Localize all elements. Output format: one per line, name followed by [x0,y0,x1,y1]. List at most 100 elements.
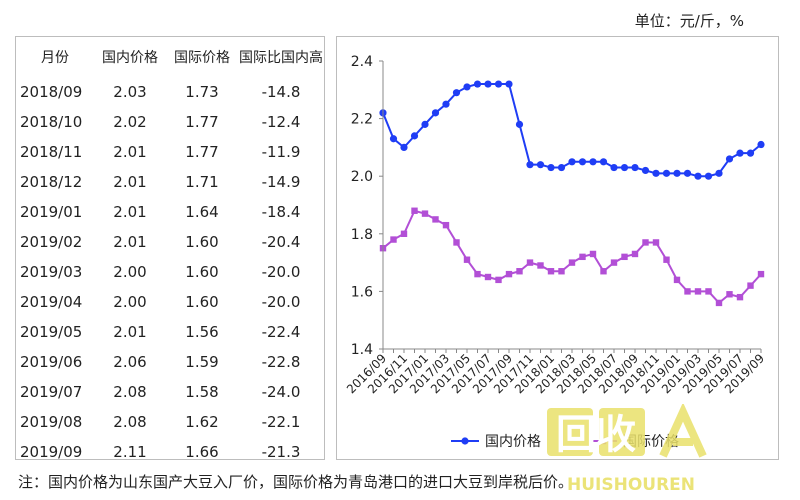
domestic-price-point [631,163,639,172]
domestic-price-point [526,161,534,169]
cell-international-price: 1.73 [185,83,219,101]
domestic-price-point [589,158,597,166]
cell-month: 2019/08 [20,413,83,431]
domestic-price-point [442,100,450,108]
domestic-price-point [725,155,734,163]
cell-month: 2019/02 [20,233,83,251]
international-price-point [484,273,492,281]
cell-month: 2018/12 [20,173,83,191]
cell-international-price: 1.60 [185,233,219,251]
domestic-price-point [515,120,524,128]
international-price-point [558,268,565,275]
table-row: 2019/02 2.01 1.60 -20.4 [16,227,324,257]
domestic-price-point [431,109,440,117]
watermark-logo: 回收 HUISHOUREN [547,404,707,495]
domestic-price-point [610,163,618,172]
domestic-price-point [641,166,650,175]
international-price-point [390,236,397,243]
cell-international-price: 1.56 [185,323,219,341]
cell-international-price: 1.60 [185,263,219,281]
cell-month: 2019/09 [20,443,83,461]
cell-intl-vs-domestic: -14.8 [261,83,301,101]
international-price-point [442,221,450,229]
watermark-block-2 [599,408,645,456]
international-price-point [663,256,670,263]
domestic-price-point [673,169,681,177]
domestic-price-point [557,163,566,172]
international-price-point [694,288,702,295]
table-row: 2019/08 2.08 1.62 -22.1 [16,407,324,437]
price-table: 月份 国内价格 国际价格 国际比国内高 2018/09 2.03 1.73 -14.8… [16,37,324,467]
cell-domestic-price: 2.00 [113,293,147,311]
international-price-point [421,210,429,217]
cell-international-price: 1.77 [185,143,219,161]
international-price-point [736,293,744,301]
cell-domestic-price: 2.00 [113,263,147,281]
table-row: 2019/05 2.01 1.56 -22.4 [16,317,324,347]
domestic-price-point [736,149,744,157]
international-price-line [382,209,762,305]
cell-international-price: 1.62 [185,413,219,431]
international-price-point [453,239,460,246]
cell-month: 2019/06 [20,353,83,371]
international-price-point [600,268,607,275]
legend-domestic-marker [461,437,469,445]
cell-domestic-price: 2.01 [113,323,147,341]
y-tick-label: 1.4 [351,342,373,358]
cell-intl-vs-domestic: -11.9 [261,143,301,161]
cell-month: 2018/09 [20,83,83,101]
international-price-point [610,259,618,266]
domestic-price-point [704,172,713,180]
cell-month: 2019/03 [20,263,83,281]
cell-month: 2019/05 [20,323,83,341]
cell-month: 2019/07 [20,383,83,401]
domestic-price-point [400,143,408,151]
international-price-point [568,259,576,266]
international-price-point [621,253,628,261]
table-row: 2019/04 2.00 1.60 -20.0 [16,287,324,317]
footnote: 注：国内价格为山东国产大豆入厂价，国际价格为青岛港口的进口大豆到岸税后价。 [18,473,574,491]
header-intl-vs-domestic: 国际比国内高 [239,50,323,66]
international-price-point [747,282,754,289]
domestic-price-point [484,80,492,88]
cell-intl-vs-domestic: -22.8 [261,353,301,371]
table-header-row: 月份 国内价格 国际价格 国际比国内高 [16,37,324,77]
international-price-point [589,250,597,258]
domestic-price-point [421,120,429,128]
table-row: 2018/09 2.03 1.73 -14.8 [16,77,324,107]
y-tick-label: 1.8 [351,227,373,243]
domestic-price-point [715,169,723,177]
international-price-point [684,288,691,295]
international-price-point [757,270,765,278]
cell-international-price: 1.58 [185,383,219,401]
international-price-point [537,262,544,269]
table-row: 2018/11 2.01 1.77 -11.9 [16,137,324,167]
international-price-point [400,230,408,237]
international-price-point [474,270,481,278]
cell-intl-vs-domestic: -12.4 [261,113,301,131]
cell-domestic-price: 2.08 [113,383,147,401]
international-price-point [547,268,555,275]
domestic-price-point [599,158,608,166]
international-price-point [505,270,513,278]
table-row: 2019/09 2.11 1.66 -21.3 [16,437,324,467]
watermark-text: 回收 [556,412,636,458]
table-body: 2018/09 2.03 1.73 -14.8 2018/10 2.02 1.77 -12.4… [16,77,324,467]
international-price-point [715,299,723,307]
chart-panel: 1.4 1.6 1.8 2.0 2.2 2.4 2016/09 2016/11 2017/01 2… [336,36,779,460]
legend-domestic-label: 国内价格 [485,434,541,450]
header-international-price: 国际价格 [174,50,230,66]
domestic-price-point [389,135,398,143]
international-price-point [463,256,471,263]
international-price-point [495,276,502,284]
cell-domestic-price: 2.01 [113,233,147,251]
cell-month: 2019/04 [20,293,83,311]
cell-domestic-price: 2.02 [113,113,147,131]
unit-label: 单位：元/斤，% [634,12,744,30]
header-domestic-price: 国内价格 [102,50,158,66]
domestic-price-point [746,149,755,157]
watermark-subtext: HUISHOUREN [567,475,695,495]
international-price-point [631,250,639,258]
cell-domestic-price: 2.06 [113,353,147,371]
domestic-price-point [620,163,629,172]
